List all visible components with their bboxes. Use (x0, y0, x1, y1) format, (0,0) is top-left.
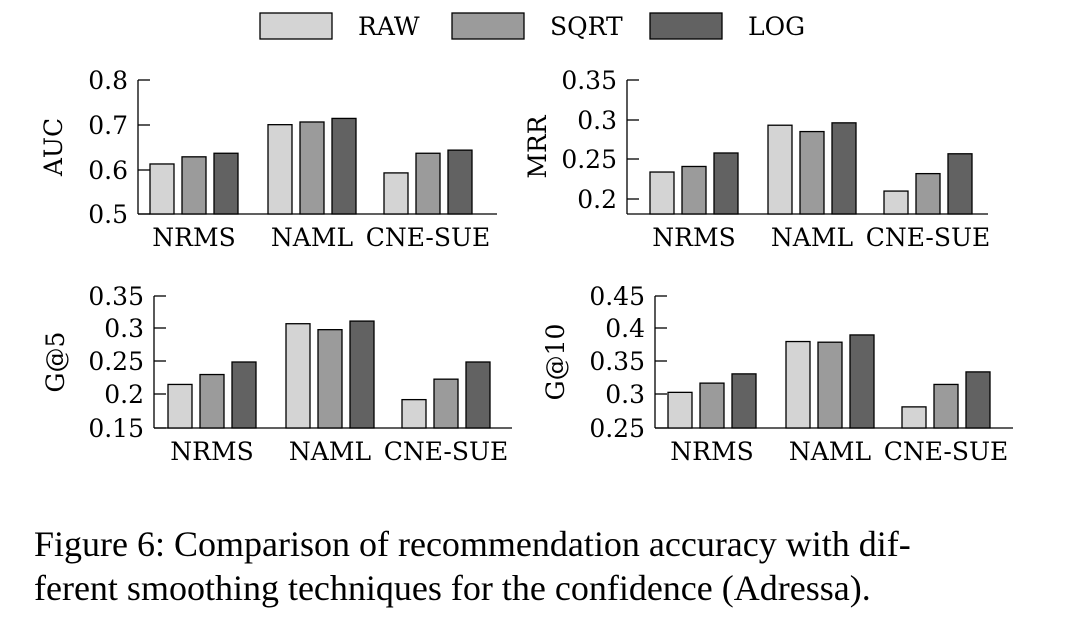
y-tick-label-g10: 0.45 (589, 282, 645, 311)
bar-mrr-nrms-raw (649, 171, 675, 215)
caption-line-2: ferent smoothing techniques for the conf… (34, 568, 871, 608)
bar-g10-cne-sue-raw (901, 406, 927, 429)
bar-auc-cne-sue-sqrt (415, 152, 441, 215)
bar-g5-naml-sqrt (317, 329, 343, 429)
bar-g10-naml-log (849, 334, 875, 429)
y-tick-label-g10: 0.25 (589, 414, 645, 443)
bar-g5-cne-sue-sqrt (433, 378, 459, 429)
chart-g10: 0.25 0.3 0.35 0.4 0.45 G@10 NRMS NAML CNE-SUE (541, 282, 1013, 466)
y-tick-label-g5: 0.35 (88, 282, 144, 311)
legend-swatch-sqrt (451, 12, 525, 40)
y-tick-label-mrr: 0.3 (577, 106, 617, 135)
legend-label-log: LOG (748, 12, 805, 41)
legend: RAW SQRT LOG (259, 12, 805, 41)
y-tick-label-g5: 0.15 (88, 414, 144, 443)
y-tick-label-mrr: 0.25 (561, 145, 617, 174)
x-tick-label-g10: CNE-SUE (884, 437, 1009, 466)
y-tick-label-auc: 0.5 (88, 200, 128, 229)
bar-g10-naml-raw (785, 340, 811, 429)
bar-auc-nrms-sqrt (181, 156, 207, 215)
bar-mrr-naml-log (831, 122, 857, 215)
x-tick-label-mrr: NAML (771, 223, 853, 252)
bar-mrr-cne-sue-log (947, 153, 973, 215)
y-axis-label-g5: G@5 (41, 332, 70, 393)
bar-auc-nrms-raw (149, 163, 175, 215)
y-tick-label-g5: 0.25 (88, 347, 144, 376)
x-tick-label-auc: NAML (271, 223, 353, 252)
x-tick-label-auc: CNE-SUE (366, 223, 491, 252)
y-tick-label-g10: 0.35 (589, 347, 645, 376)
chart-mrr: 0.2 0.25 0.3 0.35 MRR NRMS NAML CNE-SUE (523, 66, 990, 252)
y-tick-label-g10: 0.3 (605, 380, 645, 409)
figure-caption: Figure 6: Comparison of recommendation a… (34, 522, 1044, 610)
bar-g5-naml-raw (285, 323, 311, 429)
bar-auc-cne-sue-raw (383, 172, 409, 215)
legend-label-sqrt: SQRT (550, 12, 623, 41)
bar-mrr-nrms-log (713, 152, 739, 215)
y-tick-label-g10: 0.4 (605, 314, 645, 343)
x-tick-label-g5: NRMS (170, 437, 253, 466)
chart-auc: 0.5 0.6 0.7 0.8 AUC NRMS NAML CNE-SUE (39, 66, 497, 252)
y-tick-label-mrr: 0.35 (561, 66, 617, 95)
y-axis-label-auc: AUC (39, 118, 68, 177)
bar-mrr-naml-raw (767, 124, 793, 215)
y-tick-label-auc: 0.7 (88, 111, 128, 140)
bar-g5-nrms-raw (167, 383, 193, 429)
bar-mrr-cne-sue-sqrt (915, 172, 941, 215)
x-tick-label-auc: NRMS (152, 223, 235, 252)
bar-auc-naml-log (331, 117, 357, 215)
legend-label-raw: RAW (358, 12, 420, 41)
bar-g10-cne-sue-sqrt (933, 383, 959, 429)
bar-g5-naml-log (349, 320, 375, 429)
y-tick-label-auc: 0.8 (88, 66, 128, 95)
bar-g10-nrms-log (731, 373, 757, 429)
x-tick-label-g5: NAML (289, 437, 371, 466)
y-tick-label-g5: 0.2 (104, 380, 144, 409)
bar-mrr-cne-sue-raw (883, 190, 909, 215)
y-tick-label-auc: 0.6 (88, 156, 128, 185)
bar-auc-naml-sqrt (299, 121, 325, 215)
bar-g10-naml-sqrt (817, 341, 843, 429)
bar-g5-nrms-sqrt (199, 373, 225, 429)
bar-mrr-naml-sqrt (799, 130, 825, 215)
x-tick-label-g10: NAML (789, 437, 871, 466)
y-tick-label-mrr: 0.2 (577, 185, 617, 214)
bar-g5-nrms-log (231, 361, 257, 429)
bar-mrr-nrms-sqrt (681, 165, 707, 215)
bar-g10-nrms-raw (667, 391, 693, 429)
caption-line-1: Figure 6: Comparison of recommendation a… (34, 524, 911, 564)
bar-g10-cne-sue-log (965, 371, 991, 429)
x-tick-label-g5: CNE-SUE (384, 437, 509, 466)
y-axis-label-mrr: MRR (523, 114, 552, 178)
legend-swatch-raw (259, 12, 333, 40)
bar-g5-cne-sue-log (465, 361, 491, 429)
bar-g5-cne-sue-raw (401, 398, 427, 429)
chart-g5: 0.15 0.2 0.25 0.3 0.35 G@5 NRMS NAML CNE-SUE (41, 282, 512, 466)
x-tick-label-g10: NRMS (670, 437, 753, 466)
y-axis-label-g10: G@10 (541, 324, 570, 401)
x-tick-label-mrr: CNE-SUE (866, 223, 991, 252)
legend-swatch-log (649, 12, 723, 40)
x-tick-label-mrr: NRMS (652, 223, 735, 252)
bar-g10-nrms-sqrt (699, 382, 725, 429)
bar-auc-cne-sue-log (447, 149, 473, 215)
bar-auc-naml-raw (267, 124, 293, 215)
y-tick-label-g5: 0.3 (104, 314, 144, 343)
bar-auc-nrms-log (213, 152, 239, 215)
